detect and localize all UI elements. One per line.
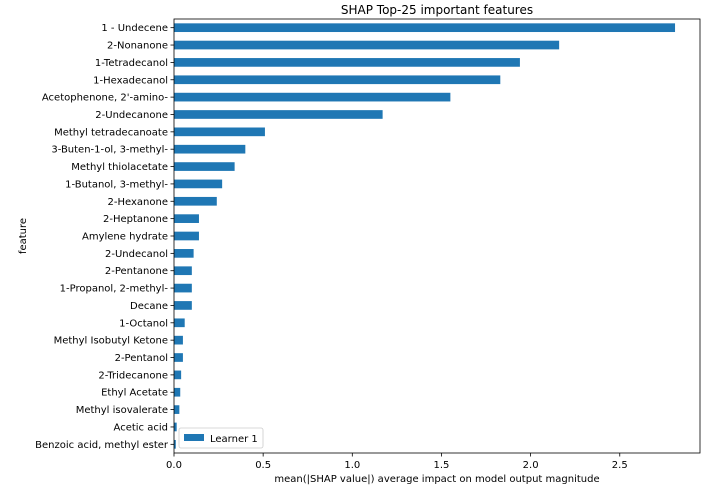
x-tick-label: 1.5 bbox=[434, 460, 450, 471]
x-tick-label: 2.0 bbox=[523, 460, 539, 471]
y-tick-label: Methyl isovalerate bbox=[76, 405, 168, 416]
bar bbox=[174, 283, 192, 293]
y-tick-label: 1-Propanol, 2-methyl- bbox=[60, 284, 169, 295]
y-tick-label: Ethyl Acetate bbox=[101, 388, 168, 399]
bar bbox=[174, 266, 192, 276]
chart-title: SHAP Top-25 important features bbox=[341, 3, 533, 17]
x-tick-label: 2.5 bbox=[612, 460, 628, 471]
y-tick-label: Amylene hydrate bbox=[82, 232, 168, 243]
bar bbox=[174, 75, 501, 85]
bar bbox=[174, 301, 192, 310]
y-tick-label: Acetic acid bbox=[114, 422, 168, 433]
y-tick-label: 2-Tridecanone bbox=[98, 370, 168, 381]
bar bbox=[174, 370, 182, 380]
bar bbox=[174, 405, 180, 414]
legend: Learner 1 bbox=[178, 427, 264, 449]
x-tick-label: 0.0 bbox=[166, 460, 182, 471]
bars-group bbox=[174, 23, 676, 449]
y-tick-label: 2-Pentanol bbox=[115, 353, 168, 364]
bar bbox=[174, 318, 185, 328]
y-tick-label: Decane bbox=[130, 301, 168, 312]
bar bbox=[174, 179, 223, 189]
plot-frame bbox=[173, 18, 701, 454]
y-tick-label: 1-Butanol, 3-methyl- bbox=[65, 179, 168, 190]
bar bbox=[174, 196, 217, 206]
bar bbox=[174, 110, 383, 119]
y-tick-label: 2-Nonanone bbox=[107, 41, 168, 52]
y-tick-label: Acetophenone, 2'-amino- bbox=[42, 93, 169, 104]
y-tick-label: 1-Tetradecanol bbox=[95, 58, 168, 69]
x-tick-label: 0.5 bbox=[255, 460, 271, 471]
bar bbox=[174, 231, 199, 241]
legend-label: Learner 1 bbox=[210, 434, 258, 445]
y-tick-label: 2-Undecanol bbox=[105, 249, 168, 260]
bar bbox=[174, 58, 520, 67]
bar bbox=[174, 422, 177, 432]
bar bbox=[174, 214, 199, 223]
bar bbox=[174, 23, 676, 33]
bar bbox=[174, 353, 183, 362]
bar bbox=[174, 144, 246, 154]
y-tick-label: Benzoic acid, methyl ester bbox=[35, 440, 169, 451]
y-tick-label: Methyl tetradecanoate bbox=[54, 127, 168, 138]
y-axis-label: feature bbox=[18, 218, 29, 254]
y-tick-label: 2-Hexanone bbox=[108, 197, 168, 208]
bar bbox=[174, 335, 183, 345]
bar bbox=[174, 387, 181, 397]
x-axis-label: mean(|SHAP value|) average impact on mod… bbox=[274, 474, 599, 485]
y-tick-label: 2-Heptanone bbox=[103, 214, 168, 225]
y-tick-label: 2-Pentanone bbox=[105, 266, 168, 277]
y-tick-label: 2-Undecanone bbox=[95, 110, 168, 121]
legend-swatch bbox=[184, 434, 204, 441]
y-tick-label: 1-Octanol bbox=[119, 318, 168, 329]
bar bbox=[174, 439, 176, 449]
bar bbox=[174, 127, 265, 137]
x-tick-label: 1.0 bbox=[344, 460, 360, 471]
y-tick-label: 3-Buten-1-ol, 3-methyl- bbox=[51, 145, 168, 156]
bar bbox=[174, 162, 235, 171]
bar bbox=[174, 40, 560, 50]
y-tick-group: 1 - Undecene 2-Nonanone 1-Tetradecanol 1-H… bbox=[35, 23, 174, 451]
bar bbox=[174, 249, 194, 258]
bar bbox=[174, 92, 451, 102]
y-tick-label: 1 - Undecene bbox=[101, 23, 168, 34]
y-tick-label: Methyl thiolacetate bbox=[71, 162, 168, 173]
legend-box bbox=[178, 427, 264, 449]
y-tick-label: 1-Hexadecanol bbox=[93, 75, 168, 86]
y-tick-label: Methyl Isobutyl Ketone bbox=[54, 336, 168, 347]
x-tick-group: 0.0 0.5 1.0 1.5 2.0 2.5 bbox=[166, 453, 628, 471]
